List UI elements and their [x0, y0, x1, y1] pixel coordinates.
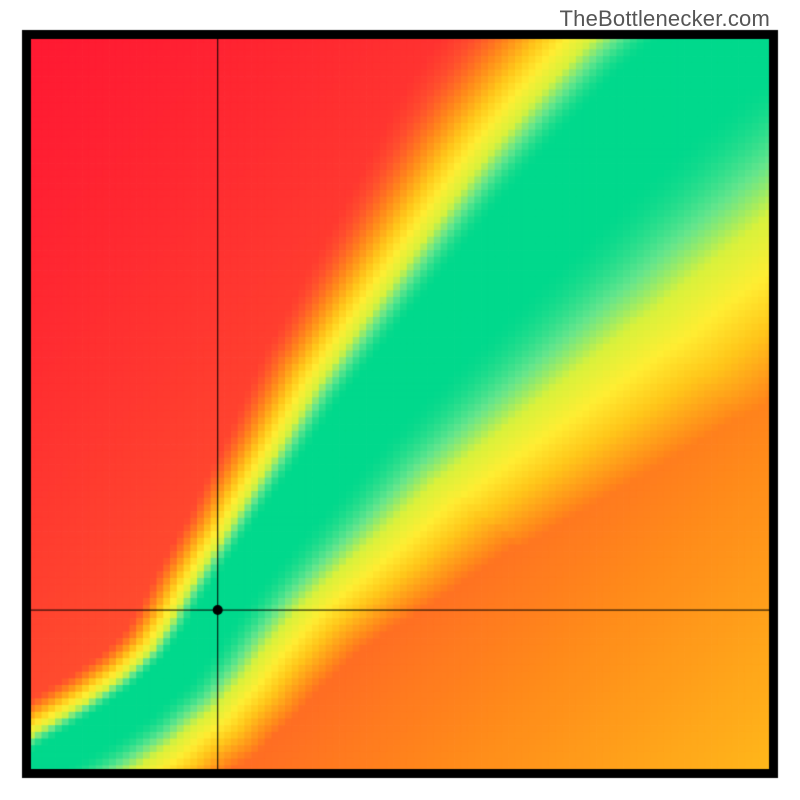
chart-container: TheBottlenecker.com [0, 0, 800, 800]
bottleneck-heatmap-canvas [0, 0, 800, 800]
watermark-text: TheBottlenecker.com [560, 6, 770, 32]
